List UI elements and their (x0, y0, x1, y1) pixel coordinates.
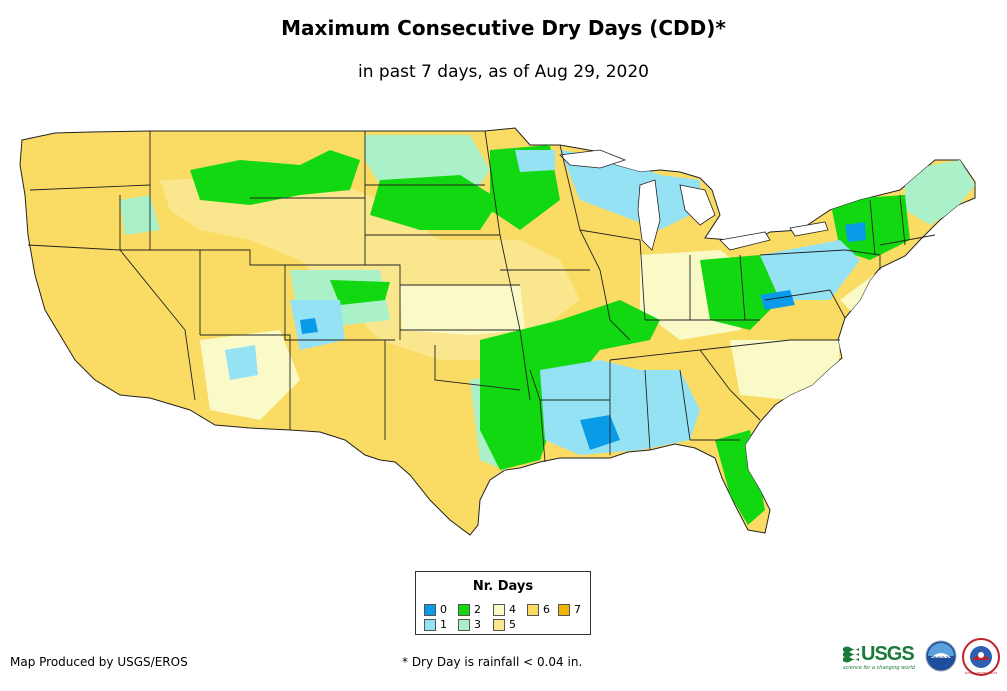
legend-swatch (424, 619, 436, 631)
lake-ontario (789, 221, 829, 237)
region-cdd-4-kansas (400, 285, 525, 335)
region-cdd-0-new-york (845, 222, 866, 242)
nws-label: NATIONAL WEATHER SERVICE (965, 672, 998, 675)
lake-huron (679, 184, 716, 226)
legend-label: 0 (440, 603, 447, 616)
region-cdd-1-appalachia (760, 240, 860, 300)
map-subtitle: in past 7 days, as of Aug 29, 2020 (358, 62, 649, 82)
nws-logo-icon: NATIONAL WEATHER SERVICE (962, 638, 1000, 676)
legend-swatch (424, 604, 436, 616)
legend-label: 6 (543, 603, 550, 616)
region-cdd-1-lower-mississippi (540, 360, 700, 455)
region-cdd-2-colorado-spots (330, 280, 390, 305)
region-cdd-2-north-dakota (370, 175, 500, 230)
region-cdd-4-carolinas (730, 340, 840, 400)
legend-label: 7 (574, 603, 581, 616)
state-boundaries (27, 130, 936, 463)
legend-swatch (558, 604, 570, 616)
legend-label: 5 (509, 618, 516, 631)
noaa-logo-icon: noaa (925, 640, 957, 672)
credit-text: Map Produced by USGS/EROS (10, 655, 188, 669)
usgs-logo: USGS science for a changing world (843, 643, 919, 673)
legend-label: 4 (509, 603, 516, 616)
legend-swatch (458, 619, 470, 631)
footnote-text: * Dry Day is rainfall < 0.04 in. (402, 655, 583, 669)
region-cdd-2-northeast (830, 195, 910, 260)
region-cdd-1-dakota (515, 150, 555, 172)
region-cdd-2-ohio (700, 255, 780, 330)
region-cdd-2-northern-rockies (190, 150, 360, 205)
legend-swatch (527, 604, 539, 616)
region-cdd-0-colorado (300, 318, 318, 334)
usgs-waves-icon (843, 646, 859, 663)
region-cdd-1-colorado (290, 300, 345, 350)
usgs-wordmark: USGS (861, 643, 915, 665)
legend-swatch (458, 604, 470, 616)
legend-swatch (493, 604, 505, 616)
legend-label: 2 (474, 603, 481, 616)
lake-erie (719, 231, 771, 251)
legend-title: Nr. Days (472, 579, 534, 594)
usgs-tagline: science for a changing world (843, 665, 915, 671)
legend-label: 3 (474, 618, 481, 631)
region-cdd-1-great-lakes (560, 150, 700, 230)
legend-swatch (493, 619, 505, 631)
legend: Nr. Days 0 1 2 3 4 5 6 7 (415, 571, 591, 635)
region-cdd-0-virginia (760, 290, 795, 310)
lake-superior (559, 149, 627, 169)
noaa-label: noaa (933, 655, 950, 662)
region-cdd-3-new-england (905, 160, 975, 225)
legend-label: 1 (440, 618, 447, 631)
map-title: Maximum Consecutive Dry Days (CDD)* (281, 16, 726, 40)
region-cdd-1-arizona (225, 345, 258, 380)
lake-michigan (637, 179, 661, 251)
